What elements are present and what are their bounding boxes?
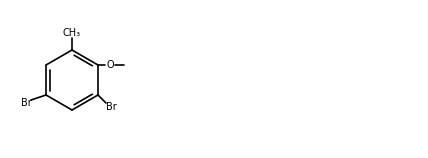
Text: CH₃: CH₃ — [63, 28, 81, 38]
Text: Br: Br — [21, 98, 31, 108]
Text: O: O — [106, 60, 114, 70]
Text: Br: Br — [106, 102, 116, 112]
